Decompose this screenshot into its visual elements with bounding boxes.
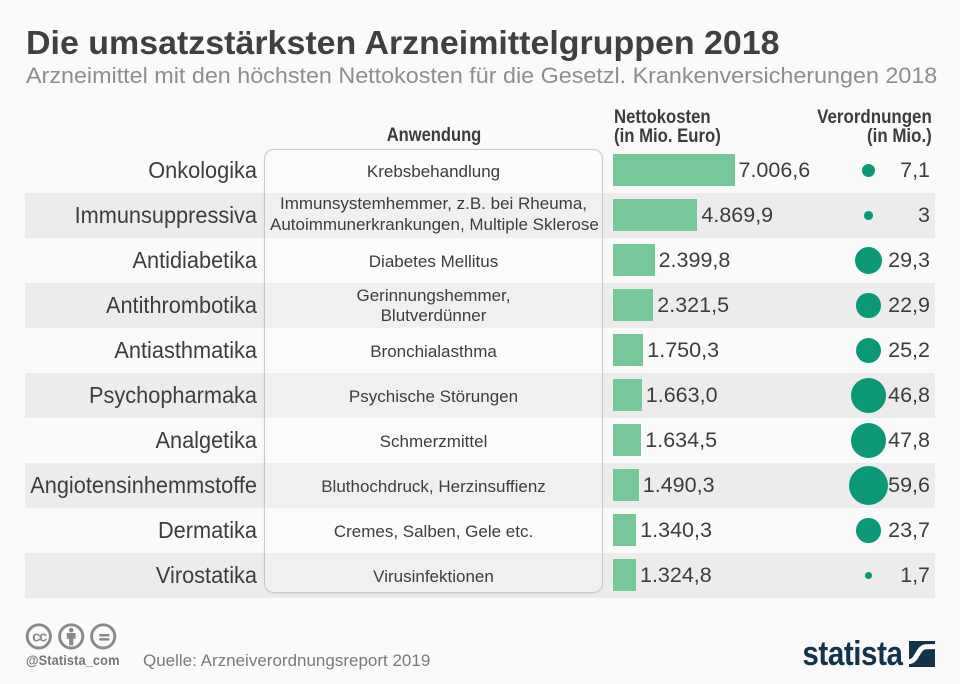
svg-text:statista: statista bbox=[802, 634, 903, 670]
svg-text:cc: cc bbox=[32, 628, 47, 645]
